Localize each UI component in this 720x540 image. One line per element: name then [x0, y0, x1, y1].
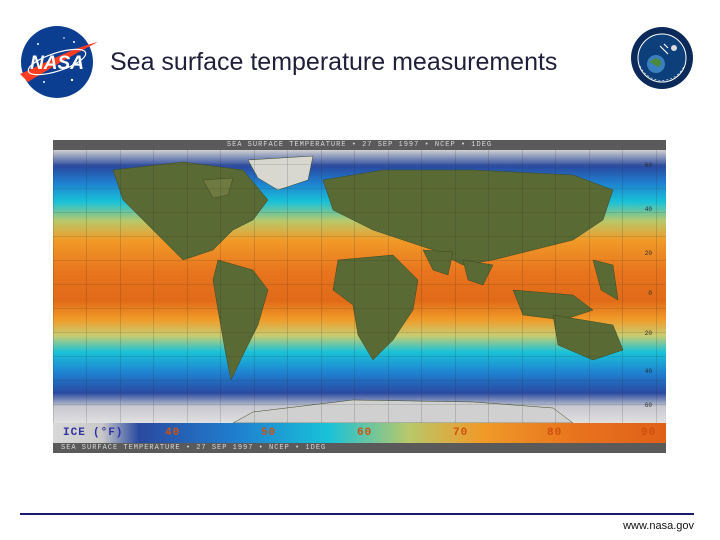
footer-url: www.nasa.gov [623, 520, 694, 532]
latitude-label: 20 [644, 250, 652, 257]
map-footer: SEA SURFACE TEMPERATURE • 27 SEP 1997 • … [53, 443, 666, 453]
legend-ice-label: ICE [63, 427, 86, 439]
sst-map: SEA SURFACE TEMPERATURE • 27 SEP 1997 • … [53, 140, 666, 453]
svg-text:NASA: NASA [30, 53, 84, 74]
sst-map-image [53, 150, 666, 424]
footer-divider [20, 513, 694, 515]
latitude-label: 0 [648, 290, 652, 297]
legend-tick: 50 [261, 427, 277, 439]
latitude-label: 20 [644, 330, 652, 337]
legend-tick: 70 [453, 427, 469, 439]
nasa-logo: NASA [14, 24, 100, 100]
map-header: SEA SURFACE TEMPERATURE • 27 SEP 1997 • … [53, 140, 666, 150]
legend-tick: 90 [641, 427, 657, 439]
scan-logo [630, 26, 694, 90]
latitude-label: 40 [644, 368, 652, 375]
slide-title: Sea surface temperature measurements [110, 48, 558, 76]
latitude-label: 40 [644, 206, 652, 213]
legend-unit-label: (°F) [93, 427, 124, 439]
legend-tick: 80 [547, 427, 563, 439]
legend-tick: 40 [165, 427, 181, 439]
legend-tick: 60 [357, 427, 373, 439]
latitude-label: 60 [644, 402, 652, 409]
temperature-legend: ICE (°F) 40 50 60 70 80 90 [53, 423, 666, 443]
latitude-label: 60 [644, 162, 652, 169]
